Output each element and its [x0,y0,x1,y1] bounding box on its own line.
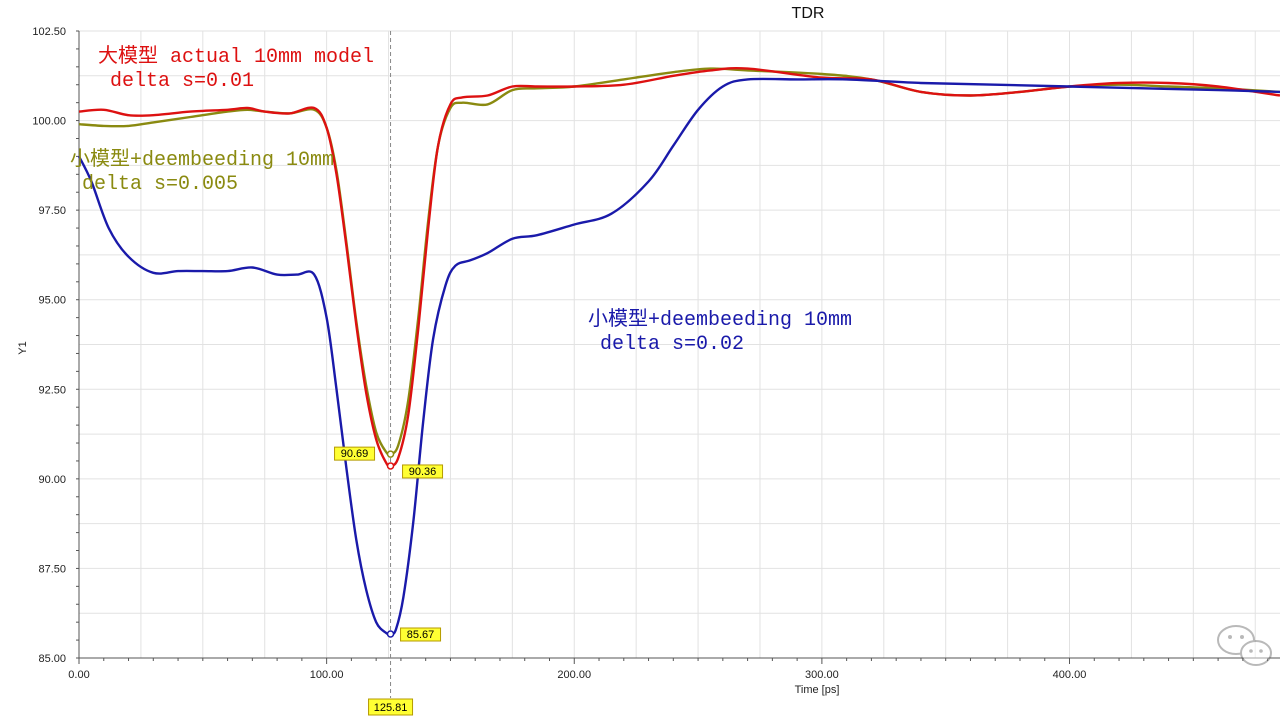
value-markers: 90.69 90.36 85.67 [334,446,444,642]
marker-label-box [334,446,376,461]
annotation-line: delta s=0.005 [70,173,238,196]
y-tick-label: 85.00 [38,653,66,665]
y-axis-label: Y1 [17,341,29,354]
x-axis-label: Time [ps] [795,684,840,696]
x-tick-label: 400.00 [1053,669,1087,681]
annotations: 大模型 actual 10mm model delta s=0.01 小模型+de… [70,44,852,356]
grid-lines [78,30,1280,659]
annotation-line: delta s=0.01 [98,70,254,93]
x-tick-label: 300.00 [805,669,839,681]
annotation-small-model-0-02: 小模型+deembeeding 10mm delta s=0.02 [588,307,852,356]
series-group [77,67,1280,636]
cursor-label[interactable]: 125.81 [368,698,414,716]
annotation-line: 大模型 actual 10mm model [98,44,374,69]
x-tick-label: 100.00 [310,669,344,681]
cursor-label-text: 125.81 [374,702,408,714]
axes [76,30,1280,664]
series-small-model-delta-0-02[interactable] [77,77,1280,636]
marker-label-box [400,627,442,642]
marker-label-box [402,464,444,479]
chart-title: TDR [792,5,825,22]
annotation-small-model-0-005: 小模型+deembeeding 10mm delta s=0.005 [70,147,334,196]
wechat-watermark-icon [1217,625,1272,666]
y-tick-label: 102.50 [32,26,66,38]
marker-label: 85.67 [407,629,435,641]
y-axis-ticks: 85.00 87.50 90.00 92.50 95.00 97.50 100.00 102.… [32,26,66,665]
x-axis-ticks: 0.00 100.00 200.00 300.00 400.00 [68,669,1086,681]
x-tick-label: 0.00 [68,669,89,681]
marker-label: 90.36 [409,466,437,478]
x-tick-label: 200.00 [557,669,591,681]
annotation-line: 小模型+deembeeding 10mm [588,307,852,332]
marker-point[interactable] [386,450,395,458]
marker-point[interactable] [386,462,395,470]
y-tick-label: 97.50 [38,205,66,217]
annotation-line: 小模型+deembeeding 10mm [70,147,334,172]
y-tick-label: 95.00 [38,295,66,307]
marker-label: 90.69 [341,448,369,460]
marker-point[interactable] [386,630,395,638]
y-tick-label: 100.00 [32,116,66,128]
y-tick-label: 87.50 [38,563,66,575]
annotation-line: delta s=0.02 [588,333,744,356]
series-large-model-delta-0-01[interactable] [78,67,1280,468]
annotation-large-model: 大模型 actual 10mm model delta s=0.01 [98,44,374,93]
y-tick-label: 90.00 [38,474,66,486]
y-tick-label: 92.50 [38,384,66,396]
cursor-label-box [368,698,414,716]
